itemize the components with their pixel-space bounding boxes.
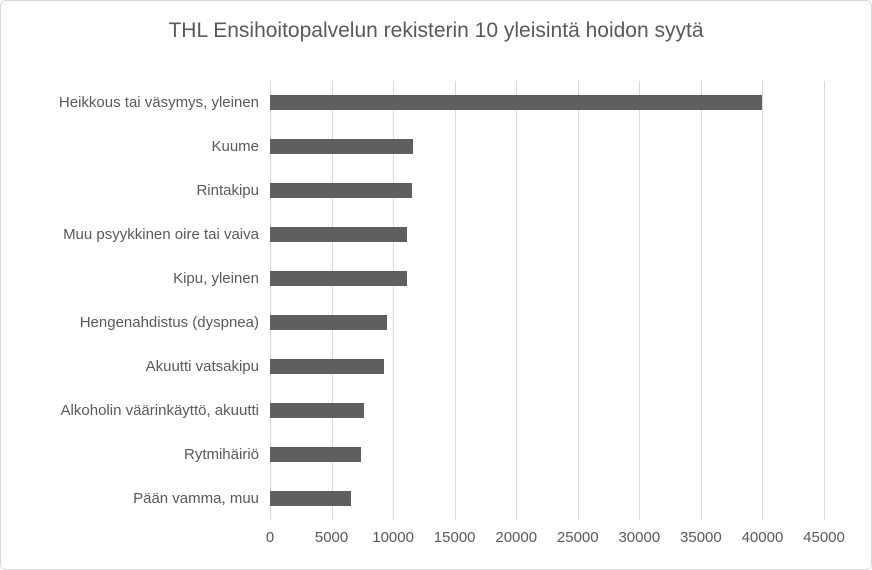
category-label: Heikkous tai väsymys, yleinen <box>58 94 259 112</box>
category-label: Rintakipu <box>196 182 259 200</box>
gridline <box>639 81 641 520</box>
bar-area <box>270 476 824 520</box>
bar <box>270 446 362 462</box>
chart-row: Akuutti vatsakipu <box>1 344 824 388</box>
x-tick-label: 45000 <box>803 529 845 546</box>
chart-title: THL Ensihoitopalvelun rekisterin 10 ylei… <box>168 19 704 42</box>
bar-area <box>270 388 824 432</box>
bar-area <box>270 81 824 125</box>
category-label: Muu psyykkinen oire tai vaiva <box>63 226 259 244</box>
bar <box>270 358 385 374</box>
bar <box>270 227 407 243</box>
gridline <box>270 81 271 520</box>
bar <box>270 314 387 330</box>
category-label: Pään vamma, muu <box>133 489 259 507</box>
gridline <box>393 81 395 520</box>
x-tick-label: 30000 <box>618 529 661 546</box>
bar <box>270 490 352 506</box>
bar <box>270 95 763 111</box>
gridline <box>331 81 333 520</box>
gridline <box>824 81 825 520</box>
chart-row: Rintakipu <box>1 169 824 213</box>
gridline <box>516 81 518 520</box>
bar-area <box>270 432 824 476</box>
bar <box>270 271 407 287</box>
chart-row: Hengenahdistus (dyspnea) <box>1 301 824 345</box>
bar-area <box>270 301 824 345</box>
bar <box>270 183 412 199</box>
bar-area <box>270 169 824 213</box>
x-tick-label: 10000 <box>372 529 414 546</box>
x-tick-label: 5000 <box>314 529 349 546</box>
x-tick-label: 40000 <box>741 529 784 546</box>
bar-area <box>270 344 824 388</box>
bar <box>270 402 364 418</box>
chart-row: Kuume <box>1 125 824 169</box>
chart-row: Kipu, yleinen <box>1 257 824 301</box>
category-label: Kipu, yleinen <box>173 270 259 288</box>
gridline <box>762 81 764 520</box>
category-label: Rytmihäiriö <box>183 445 259 463</box>
chart-row: Pään vamma, muu <box>1 476 824 520</box>
chart-row: Alkoholin väärinkäyttö, akuutti <box>1 388 824 432</box>
gridline <box>454 81 456 520</box>
chart-row: Rytmihäiriö <box>1 432 824 476</box>
bar-area <box>270 213 824 257</box>
chart-row: Muu psyykkinen oire tai vaiva <box>1 213 824 257</box>
x-tick-label: 35000 <box>680 529 722 546</box>
bar-area <box>270 125 824 169</box>
category-label: Hengenahdistus (dyspnea) <box>79 313 259 331</box>
x-axis: 0 5000 10000 15000 20000 25000 30000 35000 40000… <box>266 529 845 551</box>
gridline <box>577 81 579 520</box>
chart-row: Heikkous tai väsymys, yleinen <box>1 81 824 125</box>
bar <box>270 139 413 155</box>
x-tick-label: 20000 <box>495 529 538 546</box>
x-tick-label: 15000 <box>433 529 476 546</box>
category-label: Kuume <box>211 138 259 156</box>
x-tick-label: 25000 <box>556 529 599 546</box>
category-label: Akuutti vatsakipu <box>145 357 259 375</box>
rows: Heikkous tai väsymys, yleinen Kuume Rintak… <box>1 81 824 520</box>
category-label: Alkoholin väärinkäyttö, akuutti <box>60 401 259 419</box>
bar-area <box>270 257 824 301</box>
x-tick-label: 0 <box>265 529 275 546</box>
gridline <box>700 81 702 520</box>
